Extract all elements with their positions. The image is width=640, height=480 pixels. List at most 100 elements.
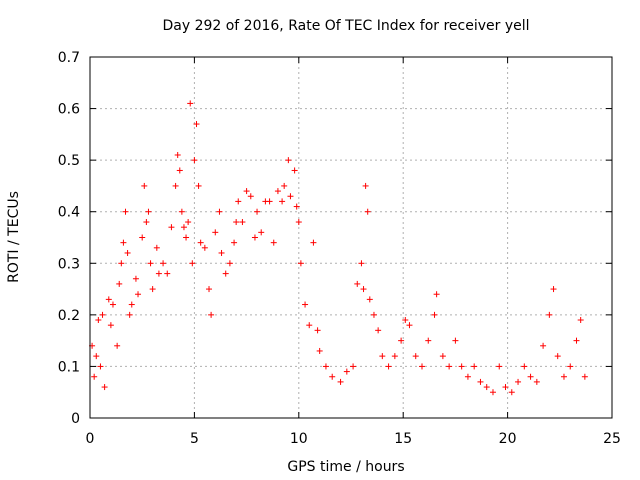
data-point: [285, 157, 292, 164]
data-point: [295, 219, 302, 226]
x-tick-label: 5: [190, 431, 199, 447]
data-point: [183, 234, 190, 241]
data-point: [105, 296, 112, 303]
data-point: [174, 151, 181, 158]
data-point: [107, 322, 114, 329]
x-tick-label: 25: [603, 431, 621, 447]
data-point: [197, 239, 204, 246]
data-point: [116, 280, 123, 287]
data-point: [496, 363, 503, 370]
data-point: [97, 363, 104, 370]
data-point: [233, 219, 240, 226]
chart-title: Day 292 of 2016, Rate Of TEC Index for r…: [162, 18, 529, 34]
data-point: [178, 208, 185, 215]
data-point: [573, 337, 580, 344]
data-point: [302, 301, 309, 308]
y-tick-label: 0.2: [58, 308, 80, 324]
data-point: [502, 384, 509, 391]
data-point: [508, 389, 515, 396]
data-point: [458, 363, 465, 370]
data-point: [314, 327, 321, 334]
data-point: [515, 378, 522, 385]
data-point: [195, 182, 202, 189]
data-point: [239, 219, 246, 226]
data-point: [216, 208, 223, 215]
data-point: [172, 182, 179, 189]
y-tick-label: 0.5: [58, 153, 80, 169]
data-point: [226, 260, 233, 267]
data-point: [527, 373, 534, 380]
data-point: [101, 384, 108, 391]
y-axis-title: ROTI / TECUs: [6, 191, 22, 283]
data-point: [149, 286, 156, 293]
data-point: [398, 337, 405, 344]
data-point: [471, 363, 478, 370]
data-point: [379, 353, 386, 360]
data-point: [120, 239, 127, 246]
data-point: [145, 208, 152, 215]
data-point: [118, 260, 125, 267]
data-point: [193, 121, 200, 128]
data-point: [231, 239, 238, 246]
data-point: [337, 378, 344, 385]
x-tick-label: 10: [290, 431, 308, 447]
data-points: [89, 100, 588, 396]
data-point: [128, 301, 135, 308]
data-point: [139, 234, 146, 241]
data-point: [208, 311, 215, 318]
data-point: [343, 368, 350, 375]
data-point: [153, 244, 160, 251]
data-point: [550, 286, 557, 293]
data-point: [95, 317, 102, 324]
data-point: [567, 363, 574, 370]
data-point: [581, 373, 588, 380]
data-point: [293, 203, 300, 210]
data-point: [540, 342, 547, 349]
data-point: [222, 270, 229, 277]
data-point: [362, 182, 369, 189]
x-tick-label: 15: [394, 431, 412, 447]
data-point: [306, 322, 313, 329]
data-point: [251, 234, 258, 241]
data-point: [354, 280, 361, 287]
data-point: [218, 249, 225, 256]
data-point: [235, 198, 242, 205]
data-point: [391, 353, 398, 360]
data-point: [247, 193, 254, 200]
data-point: [358, 260, 365, 267]
plot-frame: [89, 56, 613, 419]
data-point: [418, 363, 425, 370]
data-point: [114, 342, 121, 349]
x-tick-label: 0: [86, 431, 95, 447]
data-point: [91, 373, 98, 380]
data-point: [132, 275, 139, 282]
data-point: [189, 260, 196, 267]
data-point: [364, 208, 371, 215]
data-point: [155, 270, 162, 277]
data-point: [243, 188, 250, 195]
data-point: [291, 167, 298, 174]
data-point: [187, 100, 194, 107]
data-point: [350, 363, 357, 370]
data-point: [270, 239, 277, 246]
data-point: [402, 317, 409, 324]
data-point: [185, 219, 192, 226]
grid-lines: [90, 57, 612, 418]
x-axis-title: GPS time / hours: [287, 459, 404, 475]
data-point: [446, 363, 453, 370]
y-tick-label: 0: [71, 411, 80, 427]
axis-ticks: 0 0.1 0.2 0.3 0.4 0.5 0.6 0.7 0 5 10 15 20 25: [58, 50, 621, 447]
data-point: [310, 239, 317, 246]
data-point: [297, 260, 304, 267]
y-tick-label: 0.3: [58, 256, 80, 272]
data-point: [206, 286, 213, 293]
data-point: [375, 327, 382, 334]
data-point: [180, 224, 187, 231]
data-point: [168, 224, 175, 231]
data-point: [329, 373, 336, 380]
y-tick-label: 0.4: [58, 205, 80, 221]
data-point: [425, 337, 432, 344]
data-point: [201, 244, 208, 251]
data-point: [164, 270, 171, 277]
data-point: [412, 353, 419, 360]
